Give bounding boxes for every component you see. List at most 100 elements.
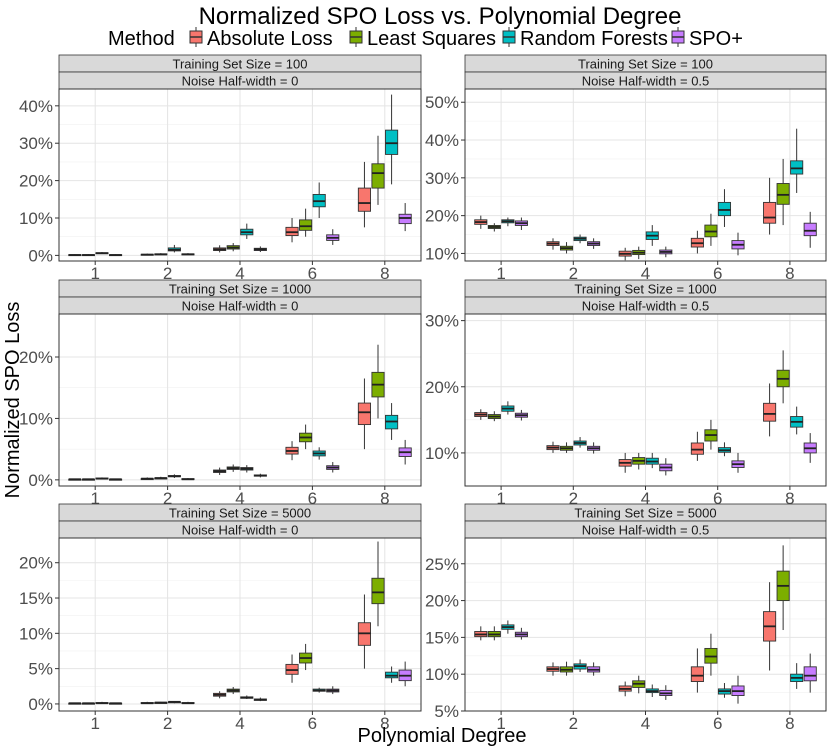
- box: [704, 213, 718, 246]
- y-tick-label: 20%: [19, 172, 53, 191]
- box: [385, 403, 399, 440]
- x-tick-label: 8: [785, 489, 794, 508]
- box: [95, 252, 109, 255]
- box: [587, 442, 601, 454]
- facet-panel: Training Set Size = 100 Noise Half-width …: [19, 54, 422, 283]
- box: [226, 464, 240, 472]
- box: [398, 439, 412, 465]
- box: [790, 128, 804, 193]
- facet-strip-label: Noise Half-width = 0: [182, 299, 299, 314]
- y-tick-label: 10%: [425, 244, 459, 263]
- box: [659, 246, 673, 258]
- x-tick-label: 1: [90, 714, 99, 733]
- box: [299, 208, 313, 237]
- y-tick-label: 40%: [19, 97, 53, 116]
- box: [790, 663, 804, 689]
- box: [645, 452, 659, 469]
- box: [763, 383, 777, 437]
- facet-grid: Training Set Size = 100 Noise Half-width …: [19, 54, 827, 733]
- box-iqr: [357, 187, 371, 212]
- box: [109, 478, 123, 481]
- legend: Method Absolute Loss Least Squares Random F…: [108, 27, 743, 50]
- x-tick-label: 2: [569, 489, 578, 508]
- box-iqr: [763, 402, 777, 422]
- box: [326, 686, 340, 695]
- box-iqr: [803, 222, 817, 237]
- box: [213, 245, 227, 253]
- y-tick-label: 15%: [425, 628, 459, 647]
- box: [632, 452, 646, 470]
- box: [226, 243, 240, 252]
- box: [95, 701, 109, 705]
- x-tick-label: 4: [641, 264, 650, 283]
- facet-panel: Training Set Size = 5000 Noise Half-width…: [19, 503, 422, 733]
- y-tick-label: 20%: [425, 207, 459, 226]
- box: [587, 662, 601, 676]
- y-tick-label: 40%: [425, 131, 459, 150]
- box: [763, 582, 777, 671]
- x-tick-label: 4: [235, 264, 244, 283]
- box: [371, 135, 385, 205]
- y-tick-label: 0%: [28, 695, 53, 714]
- x-tick-label: 8: [785, 264, 794, 283]
- box: [717, 683, 732, 698]
- y-tick-label: 10%: [19, 409, 53, 428]
- box: [573, 234, 587, 244]
- x-tick-label: 8: [785, 714, 794, 733]
- box: [154, 253, 168, 256]
- box: [357, 161, 371, 228]
- x-tick-label: 6: [713, 714, 722, 733]
- x-tick-label: 4: [641, 489, 650, 508]
- box: [717, 442, 732, 457]
- box-iqr: [371, 163, 385, 189]
- x-tick-label: 1: [90, 489, 99, 508]
- box: [240, 465, 254, 473]
- facet-panel: Training Set Size = 100 Noise Half-width …: [425, 54, 827, 283]
- box: [240, 223, 254, 239]
- x-tick-label: 2: [163, 264, 172, 283]
- box: [253, 697, 267, 702]
- box-iqr: [398, 213, 412, 225]
- box: [385, 94, 399, 185]
- facet-strip-label: Training Set Size = 100: [172, 57, 307, 72]
- box: [226, 686, 240, 695]
- box: [501, 401, 515, 415]
- box: [559, 442, 574, 453]
- x-tick-label: 6: [308, 714, 317, 733]
- x-tick-label: 1: [90, 264, 99, 283]
- facet-strip-label: Noise Half-width = 0: [182, 523, 299, 538]
- box: [299, 424, 313, 450]
- facet-panel: Training Set Size = 1000 Noise Half-width…: [425, 279, 827, 508]
- box: [559, 661, 574, 676]
- box: [573, 437, 587, 448]
- box: [501, 217, 515, 227]
- x-tick-label: 2: [163, 489, 172, 508]
- facet-strip-label: Noise Half-width = 0.5: [582, 299, 710, 314]
- box: [357, 378, 371, 450]
- facet-strip-label: Noise Half-width = 0.5: [582, 74, 710, 89]
- y-tick-label: 25%: [425, 555, 459, 574]
- box-iqr: [385, 129, 399, 155]
- facet-strip-label: Training Set Size = 5000: [169, 506, 311, 521]
- box: [803, 653, 817, 693]
- x-tick-label: 8: [380, 489, 389, 508]
- x-tick-label: 1: [496, 714, 505, 733]
- facet-strip-label: Training Set Size = 5000: [574, 506, 716, 521]
- x-tick-label: 1: [496, 489, 505, 508]
- box: [514, 217, 528, 231]
- box: [326, 229, 340, 245]
- box: [299, 643, 313, 671]
- box: [501, 620, 515, 634]
- legend-entry: Absolute Loss: [189, 27, 333, 50]
- x-tick-label: 8: [380, 714, 389, 733]
- legend-label: Absolute Loss: [207, 28, 333, 50]
- y-tick-label: 0%: [28, 471, 53, 490]
- box: [167, 474, 181, 479]
- y-tick-label: 30%: [19, 134, 53, 153]
- box: [253, 246, 267, 253]
- box: [213, 691, 227, 699]
- box: [690, 230, 704, 254]
- box: [285, 441, 299, 461]
- box: [371, 541, 385, 627]
- box: [398, 203, 412, 232]
